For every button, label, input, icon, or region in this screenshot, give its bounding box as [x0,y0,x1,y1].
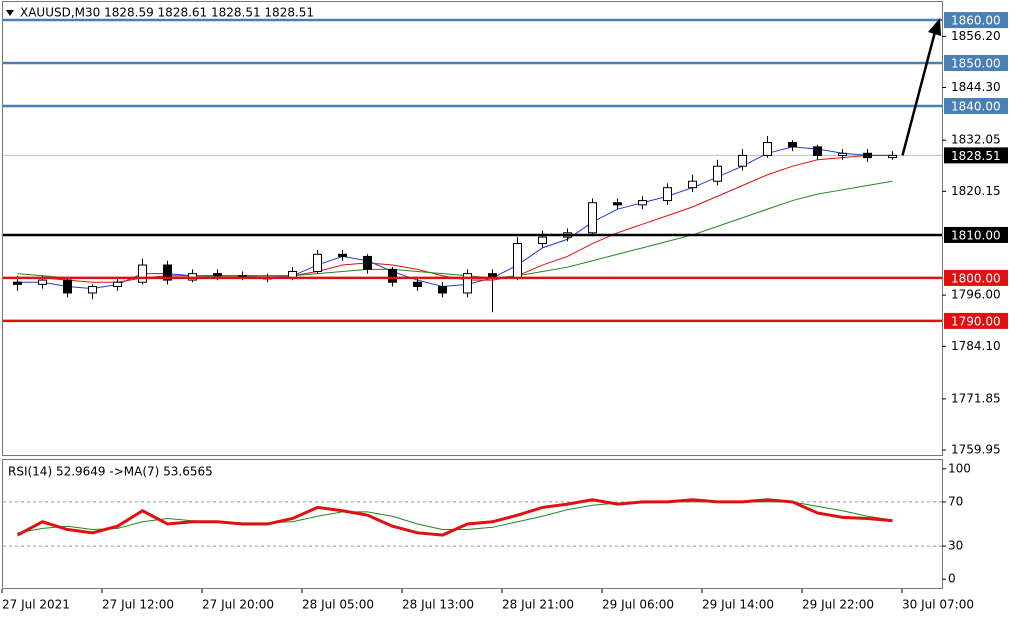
level-label-box [944,98,1008,115]
current-price-label: 1828.51 [951,149,1001,163]
candle-body [213,273,222,277]
level-label-box [944,269,1008,286]
y-tick-label: 1820.15 [951,184,1001,198]
y-tick-label: 1759.95 [951,443,1001,457]
candle-body [738,154,747,167]
candle-body [463,273,472,294]
x-tick-label: 29 Jul 22:00 [802,598,874,612]
x-tick-label: 27 Jul 12:00 [102,598,174,612]
candle-body [438,286,447,294]
level-label: 1810.00 [951,228,1001,242]
candle-body [113,281,122,288]
candle-body [713,165,722,182]
candle-body [338,253,347,257]
candle-body [163,264,172,281]
candle-body [413,281,422,288]
level-label-box [944,12,1008,29]
rsi-panel [2,459,943,589]
level-label: 1790.00 [951,314,1001,328]
candle-body [838,152,847,156]
x-tick-label: 29 Jul 14:00 [702,598,774,612]
candle-body [663,187,672,202]
candle-body [763,142,772,156]
candle-body [788,142,797,148]
candle-body [813,146,822,156]
x-tick-label: 27 Jul 20:00 [202,598,274,612]
y-tick-label: 1796.00 [951,288,1001,302]
x-tick-label: 29 Jul 06:00 [602,598,674,612]
level-label: 1800.00 [951,271,1001,285]
candle-body [138,264,147,283]
x-tick-label: 28 Jul 13:00 [402,598,474,612]
y-tick-label: 1771.85 [951,391,1001,405]
y-tick-label: 1844.30 [951,80,1001,94]
y-tick-label: 30 [948,539,963,553]
menu-arrow[interactable] [6,10,14,16]
y-tick-label: 1856.20 [951,29,1001,43]
candle-body [388,268,397,283]
y-tick-label: 1784.10 [951,339,1001,353]
arrow-head [928,18,941,36]
candle-body [88,286,97,294]
x-tick-label: 27 Jul 2021 [2,598,70,612]
arrow-annotation [901,27,938,156]
candle-body [888,154,897,159]
candle-body [38,279,47,285]
y-tick-label: 0 [948,572,956,586]
candle-body [538,236,547,245]
candle-body [688,180,697,189]
candle-body [513,243,522,279]
candle-body [638,200,647,206]
rsi-title: RSI(14) 52.9649 ->MA(7) 53.6565 [8,465,213,479]
candle-body [13,281,22,285]
level-label-box [944,226,1008,243]
y-tick-label: 100 [948,461,971,475]
chart-title: XAUUSD,M30 1828.59 1828.61 1828.51 1828.… [20,6,314,20]
price-panel [2,1,943,456]
candle-body [863,152,872,159]
y-tick-label: 70 [948,494,963,508]
current-price-box [944,147,1008,164]
x-tick-label: 30 Jul 07:00 [902,598,974,612]
level-label: 1860.00 [951,14,1001,28]
x-tick-label: 28 Jul 21:00 [502,598,574,612]
level-label-box [944,312,1008,329]
candle-body [363,255,372,270]
rsi-line [16,498,893,537]
level-label: 1850.00 [951,57,1001,71]
level-label-box [944,55,1008,72]
candle-body [63,279,72,294]
level-label: 1840.00 [951,100,1001,114]
candle-body [613,202,622,206]
candle-body [313,253,322,272]
y-tick-label: 1832.05 [951,133,1001,147]
candle-body [588,202,597,234]
x-tick-label: 28 Jul 05:00 [302,598,374,612]
